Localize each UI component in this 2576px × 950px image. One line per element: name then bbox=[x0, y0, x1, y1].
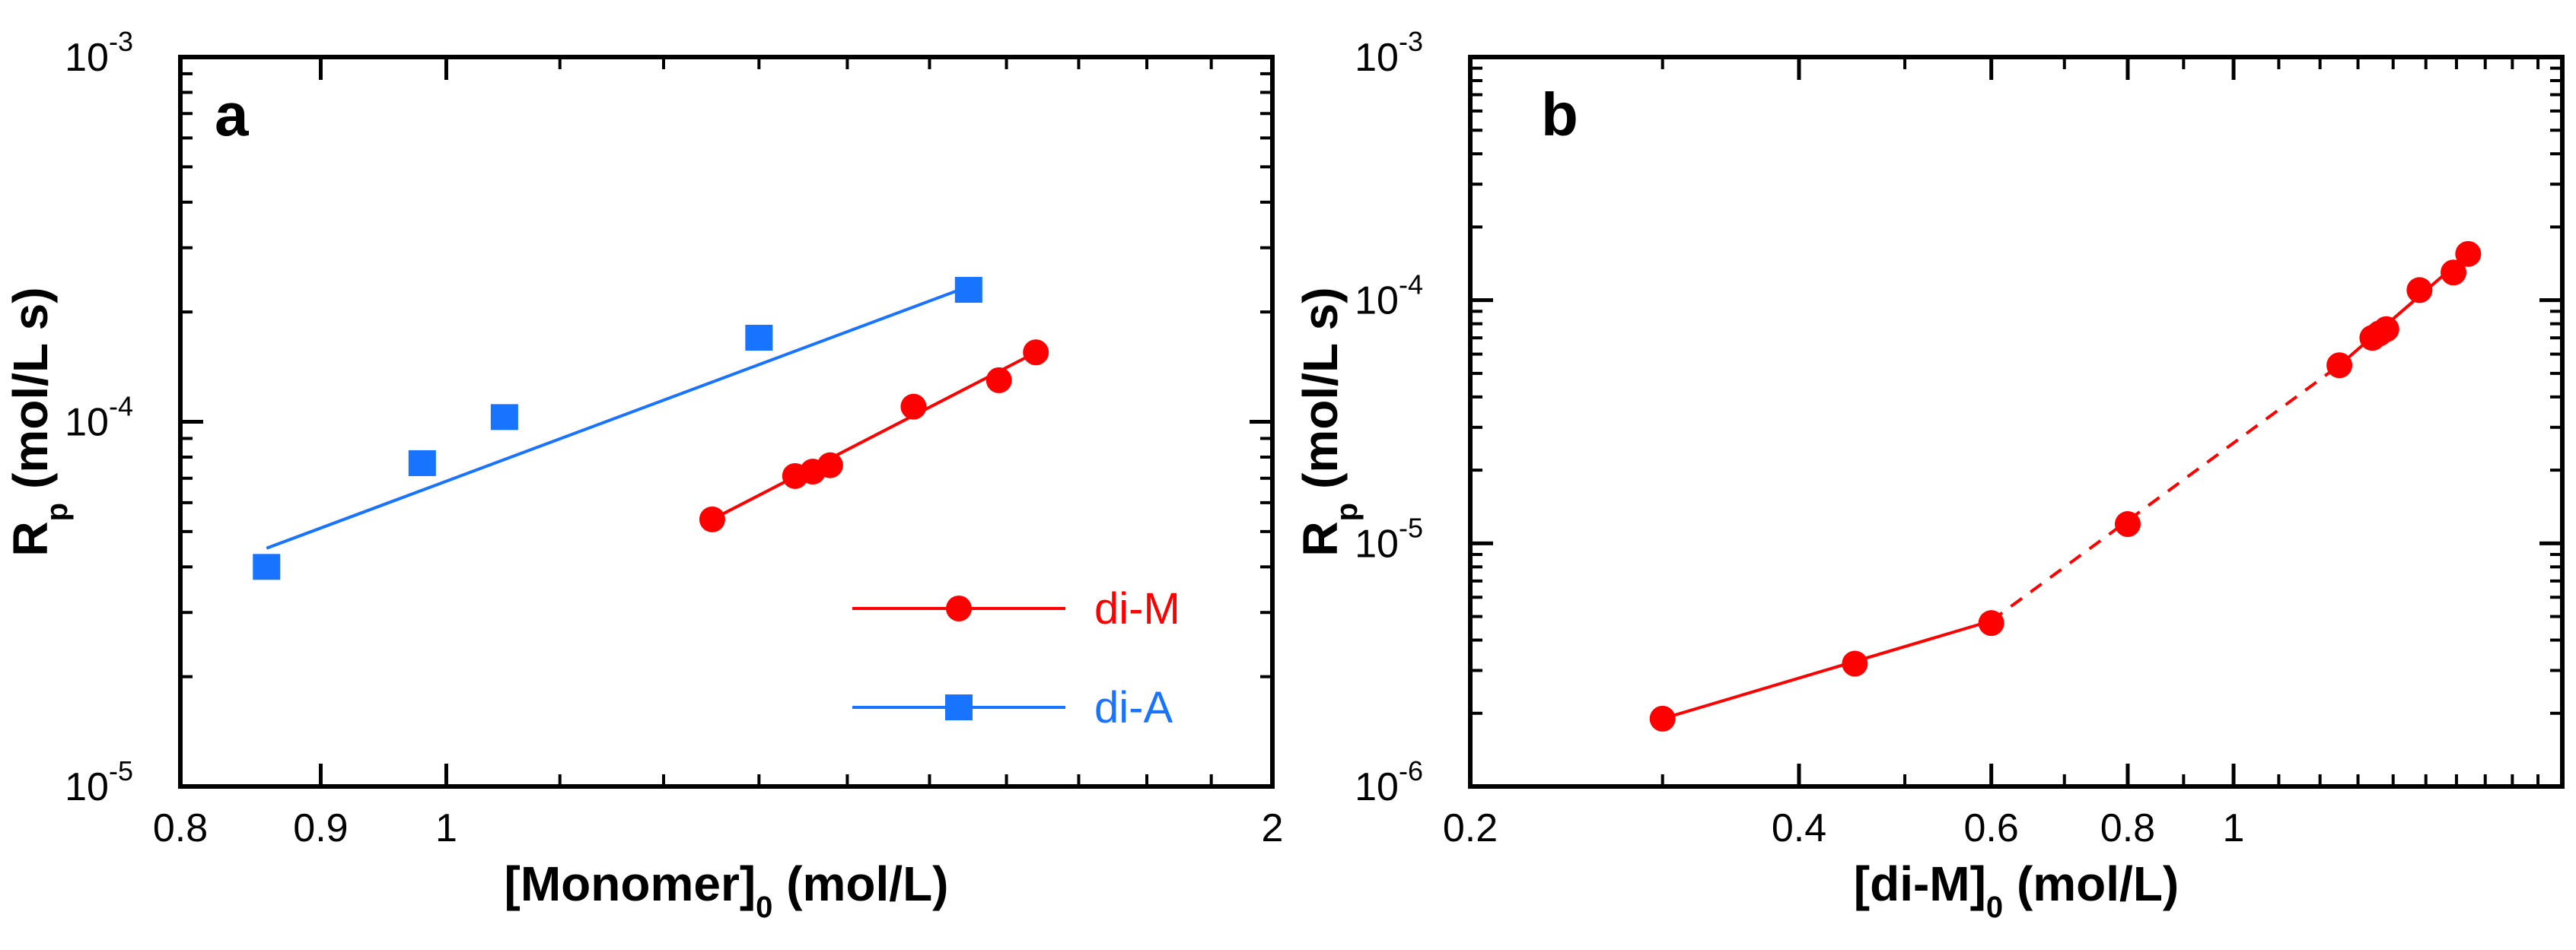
legend: di-M di-A bbox=[852, 584, 1180, 732]
panel-a-frame bbox=[178, 55, 1275, 789]
legend-marker-di-M bbox=[946, 596, 972, 621]
panel-a-x-tick-label: 0.8 bbox=[153, 806, 208, 850]
panel-b-x-tick-label: 0.8 bbox=[2100, 806, 2155, 850]
panel-a-y-tick-label: 10-5 bbox=[65, 755, 133, 809]
panel-b-y-tick-label: 10-5 bbox=[1355, 512, 1423, 566]
y-axis-title: Rp(mol/L s) bbox=[3, 287, 74, 556]
panel-b-x-axis-label: [di-M]0 (mol/L) bbox=[1854, 856, 2179, 924]
x-axis-title: [di-M]0 (mol/L) bbox=[1854, 856, 2179, 924]
panel-a-fit-lines bbox=[266, 284, 1037, 550]
di-M-point bbox=[2373, 316, 2399, 342]
di-A-point bbox=[408, 450, 436, 476]
panel-b-y-tick-label: 10-6 bbox=[1355, 755, 1423, 809]
di-M-point bbox=[2114, 511, 2141, 538]
legend-marker-di-A bbox=[945, 694, 973, 720]
di-M-fit-line-1 bbox=[1662, 619, 1992, 720]
di-M-point bbox=[2455, 240, 2482, 267]
di-M-point bbox=[1649, 705, 1676, 732]
di-A-point bbox=[253, 554, 281, 580]
panel-b-x-tick-label: 0.2 bbox=[1443, 806, 1498, 850]
di-M-point bbox=[699, 506, 725, 532]
panel-b-y-axis-label: Rp(mol/L s) bbox=[1293, 287, 1364, 556]
di-M-point bbox=[2406, 277, 2433, 303]
di-M-point bbox=[986, 367, 1012, 393]
di-M-point bbox=[1842, 650, 1868, 677]
panel-a-data-points bbox=[253, 277, 1049, 580]
panel-b-letter: b bbox=[1541, 81, 1578, 148]
panel-a-x-tick-label: 0.9 bbox=[293, 806, 348, 850]
panel-b-x-tick-label: 1 bbox=[2223, 806, 2245, 850]
legend-label-di-M: di-M bbox=[1094, 584, 1180, 634]
panel-b-data-points bbox=[1649, 240, 2482, 732]
di-A-point bbox=[954, 277, 982, 303]
panel-b: 0.2 0.4 0.6 0.8 1 10-6 10-5 10-4 10-3 b [di-M]0 … bbox=[1293, 26, 2565, 924]
di-M-point bbox=[1978, 610, 2004, 637]
panel-b-y-tick-label: 10-4 bbox=[1355, 269, 1423, 323]
di-M-fit-line-2 bbox=[1990, 364, 2341, 622]
y-axis-title: Rp(mol/L s) bbox=[1293, 287, 1364, 556]
panel-b-fit-lines bbox=[1662, 253, 2469, 720]
panel-a-y-tick-label: 10-3 bbox=[65, 26, 133, 80]
panel-a: 0.8 0.9 1 2 10-5 10-4 10-3 a di-M di-A [Monomer… bbox=[3, 26, 1283, 924]
panel-b-x-tick-label: 0.6 bbox=[1964, 806, 2019, 850]
panel-a-y-tick-label: 10-4 bbox=[65, 391, 133, 445]
panel-b-tick-labels: 0.2 0.4 0.6 0.8 1 10-6 10-5 10-4 10-3 bbox=[1355, 26, 2244, 850]
di-M-point bbox=[1023, 339, 1049, 366]
di-A-point bbox=[745, 324, 773, 351]
panel-a-x-tick-label: 1 bbox=[435, 806, 457, 850]
di-M-fit-line bbox=[712, 351, 1037, 521]
x-axis-title: [Monomer]0 (mol/L) bbox=[505, 856, 949, 924]
panel-a-ticks bbox=[178, 55, 1275, 789]
panel-b-frame bbox=[1468, 55, 2565, 789]
panel-a-letter: a bbox=[215, 81, 249, 148]
di-M-point bbox=[2441, 259, 2467, 286]
di-M-point bbox=[900, 393, 927, 420]
panel-a-x-axis-label: [Monomer]0 (mol/L) bbox=[505, 856, 949, 924]
panel-b-y-tick-label: 10-3 bbox=[1355, 26, 1423, 80]
legend-label-di-A: di-A bbox=[1094, 683, 1173, 732]
di-M-point bbox=[817, 452, 843, 478]
di-A-point bbox=[490, 404, 518, 431]
panel-a-x-tick-label: 2 bbox=[1262, 806, 1284, 850]
panel-b-ticks bbox=[1468, 55, 2564, 789]
di-M-point bbox=[2326, 352, 2353, 379]
panel-b-x-tick-label: 0.4 bbox=[1772, 806, 1826, 850]
di-A-fit-line bbox=[266, 284, 970, 550]
panel-a-y-axis-label: Rp(mol/L s) bbox=[3, 287, 74, 556]
